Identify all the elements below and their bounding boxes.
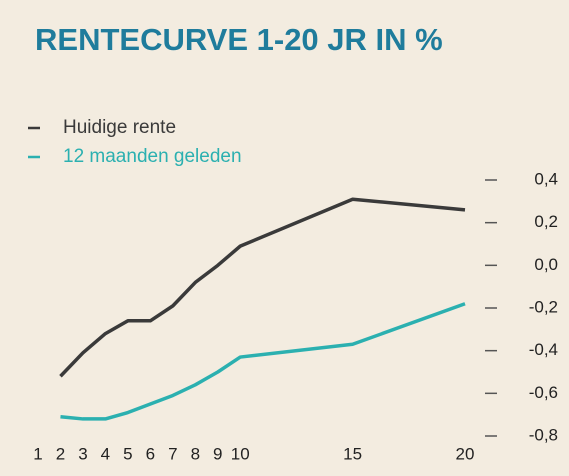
- legend-label: Huidige rente: [63, 117, 176, 138]
- x-tick-label: 2: [56, 444, 65, 463]
- x-tick-label: 3: [78, 444, 87, 463]
- y-tick-label: -0,4: [529, 340, 558, 359]
- y-tick-label: 0,2: [534, 212, 558, 231]
- y-tick-label: -0,6: [529, 383, 558, 402]
- x-tick-label: 10: [231, 444, 250, 463]
- x-tick-label: 15: [343, 444, 362, 463]
- x-tick-label: 20: [456, 444, 475, 463]
- legend-label: 12 maanden geleden: [63, 146, 242, 167]
- chart-title: RENTECURVE 1-20 JR IN %: [35, 22, 443, 57]
- line-series: [59, 197, 466, 378]
- x-tick-label: 5: [123, 444, 132, 463]
- y-tick-label: -0,2: [529, 297, 558, 316]
- x-tick-label: 9: [213, 444, 222, 463]
- x-tick-label: 8: [191, 444, 200, 463]
- x-tick-label: 6: [146, 444, 155, 463]
- x-tick-label: 4: [101, 444, 110, 463]
- y-tick-label: 0,0: [534, 255, 558, 274]
- x-tick-label: 1: [33, 444, 42, 463]
- x-tick-label: 7: [168, 444, 177, 463]
- line-series: [60, 302, 466, 421]
- y-tick-label: -0,8: [529, 425, 558, 444]
- y-tick-label: 0,4: [534, 169, 558, 188]
